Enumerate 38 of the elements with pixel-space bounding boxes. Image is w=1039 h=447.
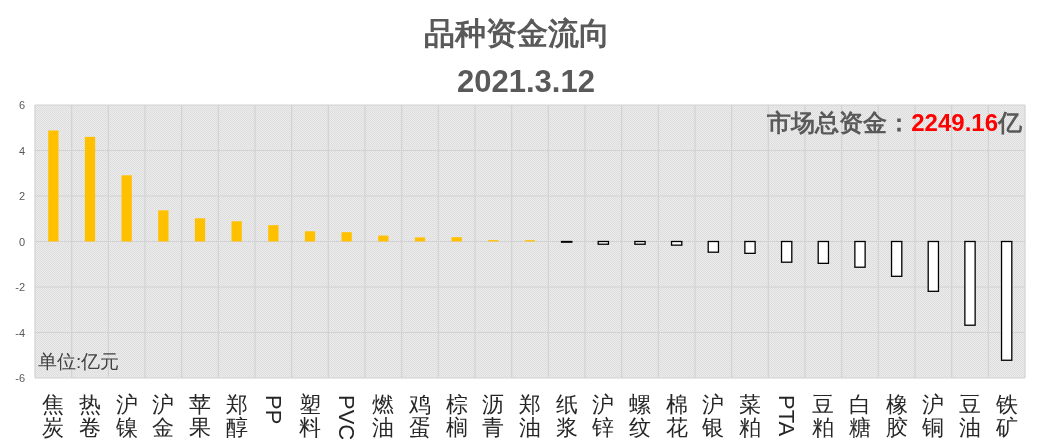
chart-title: 品种资金流向 (424, 16, 610, 51)
y-tick-label: 0 (18, 235, 25, 248)
x-tick-label: PP (260, 395, 286, 425)
x-tick-label: 鸡蛋 (408, 392, 431, 440)
annotation: 单位:亿元 (38, 351, 120, 372)
x-tick-label: PTA (774, 395, 800, 437)
x-tick-label: 燃油 (372, 392, 395, 440)
x-tick-label: 塑料 (299, 392, 321, 440)
x-tick-label: 豆粕 (812, 392, 835, 440)
x-tick-label: 郑油 (519, 392, 541, 440)
x-tick-label: 白糖 (849, 392, 871, 440)
y-tick-label: 6 (18, 99, 25, 111)
x-tick-label: 沪锌 (591, 392, 615, 440)
x-tick-label: PVC (334, 395, 360, 441)
x-tick-label: 豆油 (959, 392, 981, 440)
x-tick-label: 螺纹 (629, 392, 651, 440)
x-tick-label: 铁矿 (994, 392, 1018, 440)
y-tick-label: 4 (18, 144, 25, 157)
x-tick-label: 热卷 (79, 392, 101, 440)
x-tick-label: 橡胶 (885, 392, 908, 440)
x-tick-label: 棉花 (665, 392, 688, 440)
chart-subtitle: 2021.3.12 (457, 64, 595, 99)
x-tick-label: 焦炭 (42, 392, 65, 440)
x-tick-label: 沪银 (701, 392, 725, 440)
x-tick-label: 菜粕 (739, 392, 761, 440)
x-tick-label: 沥青 (482, 392, 505, 440)
x-tick-label: 沪镍 (114, 392, 138, 440)
x-tick-label: 郑醇 (225, 392, 248, 440)
x-tick-label: 纸浆 (555, 392, 578, 440)
y-tick-label: 2 (18, 190, 25, 202)
x-tick-label: 苹果 (189, 392, 211, 440)
x-tick-label: 沪金 (152, 392, 175, 440)
annotation: 市场总资金：2249.16亿 (766, 109, 1023, 136)
y-tick-label: -2 (15, 281, 25, 293)
x-tick-label: 棕榈 (445, 392, 468, 440)
x-tick-label: 沪铜 (921, 392, 945, 440)
y-tick-label: -4 (15, 326, 25, 339)
y-tick-label: -6 (15, 372, 25, 384)
